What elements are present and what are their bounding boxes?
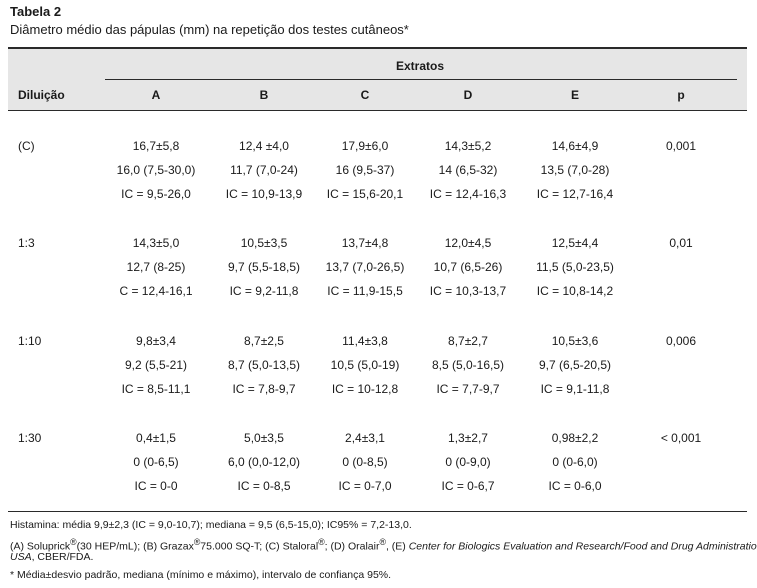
table-cell-a: 9,8±3,4 xyxy=(136,334,176,348)
table-cell-a: 12,7 (8-25) xyxy=(126,260,186,274)
table-cell-c: IC = 15,6-20,1 xyxy=(326,187,404,201)
table-cell-d: 8,7±2,7 xyxy=(448,334,488,348)
table-cell-c: 13,7 (7,0-26,5) xyxy=(325,260,405,274)
table-cell-c: 0 (0-8,5) xyxy=(342,455,388,469)
legend-line-2-rest: , CBER/FDA. xyxy=(31,551,94,563)
table-cell-d: IC = 12,4-16,3 xyxy=(429,187,507,201)
row-dilution-label: 1:10 xyxy=(18,334,42,348)
table-cell-e: 11,5 (5,0-23,5) xyxy=(536,260,614,274)
table-cell-b: 10,5±3,5 xyxy=(240,236,288,250)
table-cell-a: 0,4±1,5 xyxy=(136,431,176,445)
column-header-a: A xyxy=(151,88,161,102)
table-cell-a: IC = 9,5-26,0 xyxy=(121,187,191,201)
column-header-p: p xyxy=(677,88,685,102)
table-cell-e: IC = 10,8-14,2 xyxy=(536,284,614,298)
footnote-legend-line-1: (A) Soluprick®(30 HEP/mL); (B) Grazax®75… xyxy=(10,537,757,553)
table-cell-a: 0 (0-6,5) xyxy=(133,455,179,469)
table-cell-b: 6,0 (0,0-12,0) xyxy=(227,455,301,469)
footnote-histamina: Histamina: média 9,9±2,3 (IC = 9,0-10,7)… xyxy=(10,519,412,531)
table-cell-b: 9,7 (5,5-18,5) xyxy=(227,260,301,274)
row-dilution-label: 1:30 xyxy=(18,431,42,445)
table-cell-b: 8,7 (5,0-13,5) xyxy=(227,358,301,372)
table-cell-a: 16,0 (7,5-30,0) xyxy=(116,163,196,177)
table-cell-c: IC = 11,9-15,5 xyxy=(327,284,403,298)
row-p-value: 0,001 xyxy=(665,139,697,153)
table-cell-b: 11,7 (7,0-24) xyxy=(230,163,298,177)
table-cell-d: 1,3±2,7 xyxy=(448,431,488,445)
table-cell-c: 2,4±3,1 xyxy=(345,431,385,445)
legend-b-text: (30 HEP/mL); (B) Grazax xyxy=(76,540,194,553)
table-cell-c: IC = 0-7,0 xyxy=(338,479,392,493)
row-p-value: < 0,001 xyxy=(660,431,702,445)
registered-mark: ® xyxy=(193,537,201,547)
table-cell-e: 0,98±2,2 xyxy=(551,431,599,445)
legend-a-text: (A) Soluprick xyxy=(10,540,71,553)
table-cell-b: 12,4 ±4,0 xyxy=(239,139,289,153)
table-cell-e: 13,5 (7,0-28) xyxy=(540,163,610,177)
table-cell-a: C = 12,4-16,1 xyxy=(119,284,193,298)
top-rule xyxy=(8,47,747,49)
column-header-c: C xyxy=(360,88,370,102)
extratos-rule xyxy=(105,79,737,80)
row-dilution-label: 1:3 xyxy=(18,236,35,250)
table-cell-e: 14,6±4,9 xyxy=(551,139,599,153)
table-cell-a: 14,3±5,0 xyxy=(132,236,180,250)
table-cell-e: IC = 9,1-11,8 xyxy=(540,382,610,396)
table-title: Tabela 2 xyxy=(10,4,62,19)
table-cell-d: IC = 10,3-13,7 xyxy=(429,284,507,298)
table-cell-c: 16 (9,5-37) xyxy=(335,163,395,177)
legend-usa-italic: USA xyxy=(10,551,32,563)
registered-mark: ® xyxy=(318,537,325,547)
row-dilution-label: (C) xyxy=(18,139,35,153)
table-cell-a: IC = 0-0 xyxy=(134,479,178,493)
table-cell-d: 14,3±5,2 xyxy=(444,139,492,153)
header-bottom-rule xyxy=(8,110,747,111)
table-cell-a: 16,7±5,8 xyxy=(132,139,180,153)
table-cell-d: 12,0±4,5 xyxy=(444,236,492,250)
table-cell-b: 5,0±3,5 xyxy=(244,431,284,445)
table-cell-b: 8,7±2,5 xyxy=(244,334,284,348)
row-p-value: 0,01 xyxy=(669,236,693,250)
table-cell-e: 12,5±4,4 xyxy=(551,236,599,250)
table-cell-e: IC = 0-6,0 xyxy=(548,479,602,493)
column-header-b: B xyxy=(259,88,269,102)
table-cell-b: IC = 7,8-9,7 xyxy=(232,382,296,396)
row-p-value: 0,006 xyxy=(665,334,697,348)
table-cell-d: 8,5 (5,0-16,5) xyxy=(431,358,505,372)
footnote-legend-line-2: USA, CBER/FDA. xyxy=(10,551,93,563)
table-cell-e: 0 (0-6,0) xyxy=(552,455,598,469)
table-cell-b: IC = 9,2-11,8 xyxy=(229,284,299,298)
registered-mark: ® xyxy=(379,537,386,547)
table-cell-c: 17,9±6,0 xyxy=(341,139,389,153)
legend-e-text: , (E) xyxy=(385,540,409,553)
table-cell-d: 10,7 (6,5-26) xyxy=(433,260,503,274)
table-cell-d: IC = 7,7-9,7 xyxy=(436,382,500,396)
footnote-asterisk: * Média±desvio padrão, mediana (mínimo e… xyxy=(10,569,392,581)
table-cell-e: IC = 12,7-16,4 xyxy=(536,187,614,201)
legend-d-text: ; (D) Oralair xyxy=(324,540,380,553)
table-cell-c: 11,4±3,8 xyxy=(342,334,388,348)
table-cell-a: 9,2 (5,5-21) xyxy=(124,358,188,372)
table-cell-c: 13,7±4,8 xyxy=(341,236,389,250)
table-cell-c: 10,5 (5,0-19) xyxy=(330,358,400,372)
table-cell-c: IC = 10-12,8 xyxy=(331,382,399,396)
table-bottom-rule xyxy=(8,511,747,512)
table-cell-d: 0 (0-9,0) xyxy=(445,455,491,469)
dilution-column-header: Diluição xyxy=(18,88,65,102)
table-cell-b: IC = 0-8,5 xyxy=(237,479,291,493)
table-cell-e: 9,7 (6,5-20,5) xyxy=(538,358,612,372)
table-cell-a: IC = 8,5-11,1 xyxy=(121,382,191,396)
table-cell-d: 14 (6,5-32) xyxy=(438,163,498,177)
table-subtitle: Diâmetro médio das pápulas (mm) na repet… xyxy=(10,22,409,37)
table-cell-e: 10,5±3,6 xyxy=(551,334,599,348)
registered-mark: ® xyxy=(70,537,77,547)
legend-c-text: 75.000 SQ-T; (C) Staloral xyxy=(200,540,319,553)
table-cell-b: IC = 10,9-13,9 xyxy=(225,187,303,201)
column-header-e: E xyxy=(570,88,579,102)
legend-cber-italic: Center for Biologics Evaluation and Rese… xyxy=(408,540,757,553)
column-header-d: D xyxy=(463,88,473,102)
extratos-group-label: Extratos xyxy=(395,59,445,73)
table-cell-d: IC = 0-6,7 xyxy=(441,479,495,493)
